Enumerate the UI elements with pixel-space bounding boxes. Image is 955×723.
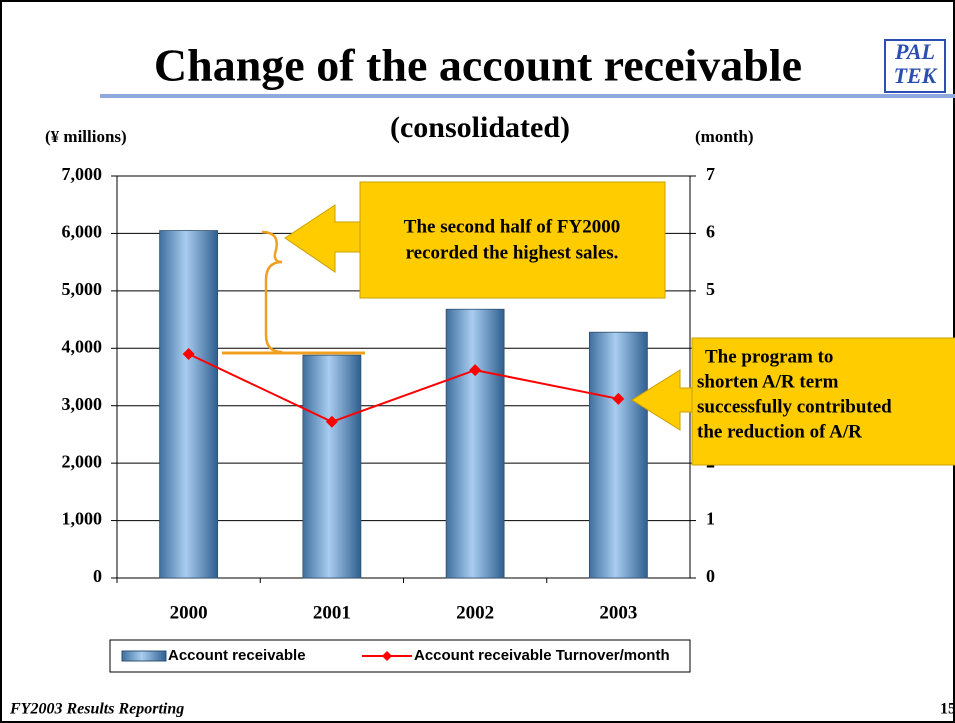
line — [188, 353, 619, 423]
callout-box — [691, 337, 955, 466]
y2-tick-label: 1 — [706, 509, 715, 529]
title-rule — [100, 94, 955, 98]
legend-swatch — [121, 650, 167, 662]
annotation: successfully contributed — [697, 396, 892, 417]
legend-marker — [382, 651, 392, 661]
logo-text: TEK — [894, 63, 938, 88]
x-tick-label: 2003 — [599, 602, 637, 623]
y-axis-label: (¥ millions) — [45, 127, 127, 146]
annotation: The program to — [705, 346, 833, 367]
brace — [261, 230, 283, 264]
y2-tick-label: 5 — [706, 279, 715, 299]
annotation: the reduction of A/R — [697, 421, 862, 442]
y-tick-label: 3,000 — [62, 394, 103, 414]
y2-tick-label: 7 — [706, 164, 715, 184]
callout-arrow — [284, 204, 361, 273]
y-tick-label: 0 — [93, 566, 102, 586]
x-tick-label: 2001 — [313, 602, 351, 623]
callout-box — [359, 181, 666, 299]
y2-tick-label: 6 — [706, 222, 715, 242]
y-tick-label: 7,000 — [62, 164, 103, 184]
logo-text: PAL — [894, 39, 935, 64]
marker — [182, 348, 195, 361]
annotation: recorded the highest sales. — [406, 242, 619, 263]
y-tick-label: 1,000 — [62, 509, 103, 529]
y-tick-label: 4,000 — [62, 336, 103, 356]
marker — [325, 415, 338, 428]
page-number: 15 — [940, 701, 955, 718]
bar — [588, 331, 648, 579]
bar — [302, 354, 362, 579]
marker — [469, 364, 482, 377]
bar — [159, 230, 219, 579]
legend-label: Account receivable Turnover/month — [414, 647, 670, 664]
legend-label: Account receivable — [168, 647, 306, 664]
footer: FY2003 Results Reporting — [9, 701, 184, 718]
annotation: shorten A/R term — [697, 371, 839, 392]
y-tick-label: 6,000 — [62, 222, 103, 242]
x-tick-label: 2002 — [456, 602, 494, 623]
logo-box — [884, 39, 946, 93]
y2-tick-label: 0 — [706, 566, 715, 586]
y-tick-label: 5,000 — [62, 279, 103, 299]
chart-subtitle: (consolidated) — [390, 111, 570, 144]
slide-title: Change of the account receivable — [154, 40, 802, 91]
bar — [445, 308, 505, 579]
marker — [612, 392, 625, 405]
brace — [264, 260, 283, 354]
y2-axis-label: (month) — [695, 127, 754, 146]
x-tick-label: 2000 — [170, 602, 208, 623]
annotation: The second half of FY2000 — [404, 216, 620, 237]
y-tick-label: 2,000 — [62, 451, 103, 471]
